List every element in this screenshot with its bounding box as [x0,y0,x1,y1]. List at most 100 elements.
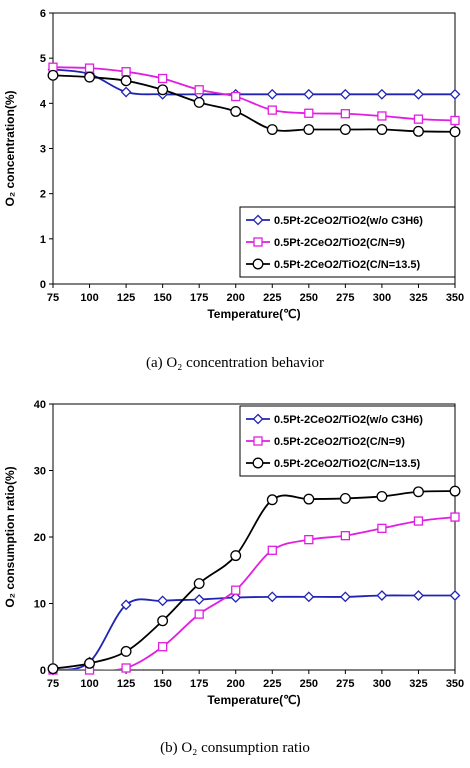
x-tick-label: 225 [263,678,281,690]
x-tick-label: 125 [117,678,135,690]
data-point [266,591,278,603]
x-tick-label: 350 [446,292,464,304]
data-point [230,550,242,562]
legend-label: 0.5Pt-2CeO2/TiO2(w/o C3H6) [274,414,423,426]
x-tick-label: 350 [446,678,464,690]
data-point [413,88,424,100]
x-tick-label: 250 [300,678,318,690]
data-point [266,124,278,135]
data-point [413,114,424,124]
data-point [230,106,242,117]
series-3 [47,485,461,675]
legend-box [239,206,456,278]
o2-concentration-chart: 0 1 2 3 4 5 6 75 100 125 150 175 200 225 250 275 300 325 3… [3,8,464,321]
x-tick-label: 75 [47,292,59,304]
data-point [120,86,132,98]
data-point [194,85,204,95]
data-point [266,494,278,506]
y-tick-label: 2 [40,189,46,201]
data-point [157,642,168,652]
y-axis-title: O₂ consumption ratio(%) [3,466,17,607]
legend: 0.5Pt-2CeO2/TiO2(w/o C3H6) 0.5Pt-2CeO2/Ti… [239,405,456,477]
series-3 [47,69,461,138]
x-tick-label: 175 [190,678,208,690]
legend: 0.5Pt-2CeO2/TiO2(w/o C3H6) 0.5Pt-2CeO2/Ti… [239,206,456,278]
data-point [121,67,131,77]
data-point [121,663,131,673]
data-point [339,124,351,135]
data-point [450,512,460,522]
data-point [377,523,387,534]
data-point [303,591,315,603]
data-point [413,486,424,498]
y-tick-label: 40 [34,399,46,411]
data-point [413,125,424,137]
x-tick-label: 250 [300,292,318,304]
data-point [84,657,95,669]
data-point [120,599,132,611]
x-tick-label: 325 [409,292,427,304]
y-tick-label: 10 [34,599,46,611]
legend-marker [252,214,264,226]
data-point [303,493,315,505]
x-tick-label: 200 [227,292,245,304]
x-tick-label: 150 [153,678,171,690]
data-point [304,535,314,545]
x-tick-label: 275 [336,292,354,304]
data-point [47,69,59,81]
caption-a: (a) O₂ concentration behavior [145,355,325,371]
data-point [340,109,351,119]
legend-marker [252,457,264,469]
x-tick-label: 325 [409,678,427,690]
y-tick-label: 0 [40,665,46,677]
data-point [231,585,241,595]
y-tick-label: 4 [40,98,47,110]
legend-label: 0.5Pt-2CeO2/TiO2(C/N=9) [274,436,405,448]
data-point [376,124,388,135]
data-point [339,88,351,100]
legend-label: 0.5Pt-2CeO2/TiO2(C/N=13.5) [274,259,421,271]
data-point [413,516,424,526]
x-tick-label: 275 [336,678,354,690]
data-point [449,88,461,100]
x-tick-label: 225 [263,292,281,304]
legend-label: 0.5Pt-2CeO2/TiO2(C/N=9) [274,237,405,249]
data-point [157,84,169,96]
data-point [450,115,460,126]
y-tick-label: 3 [40,144,46,156]
data-point [266,88,278,100]
data-point [449,126,461,138]
caption-b: (b) O₂ consumption ratio [160,740,310,756]
data-point [376,590,388,601]
legend-marker [252,258,264,270]
y-tick-label: 30 [34,466,46,478]
legend-marker [253,237,263,247]
legend-box [239,405,456,477]
data-point [193,96,205,108]
o2-consumption-chart: 0 10 20 30 40 75 100 125 150 175 200 225 250 275 300 32… [3,399,464,707]
data-point [413,590,424,601]
data-point [231,91,241,102]
x-tick-label: 200 [227,678,245,690]
legend-marker [253,436,263,446]
y-axis-title: O₂ concentration(%) [3,90,17,206]
y-tick-label: 1 [40,234,46,246]
data-point [230,592,242,603]
data-point [194,609,204,619]
data-point [193,594,205,605]
data-point [157,595,169,607]
data-point [340,531,351,541]
data-point [157,73,168,84]
data-point [193,578,205,590]
x-tick-label: 100 [80,292,98,304]
legend-label: 0.5Pt-2CeO2/TiO2(w/o C3H6) [274,215,423,227]
x-tick-label: 300 [373,678,391,690]
x-tick-label: 75 [47,678,59,690]
data-point [377,111,387,121]
data-point [267,545,277,555]
x-tick-label: 100 [80,678,98,690]
x-tick-label: 125 [117,292,135,304]
data-point [376,490,388,502]
data-point [304,108,314,118]
data-point [157,615,169,627]
